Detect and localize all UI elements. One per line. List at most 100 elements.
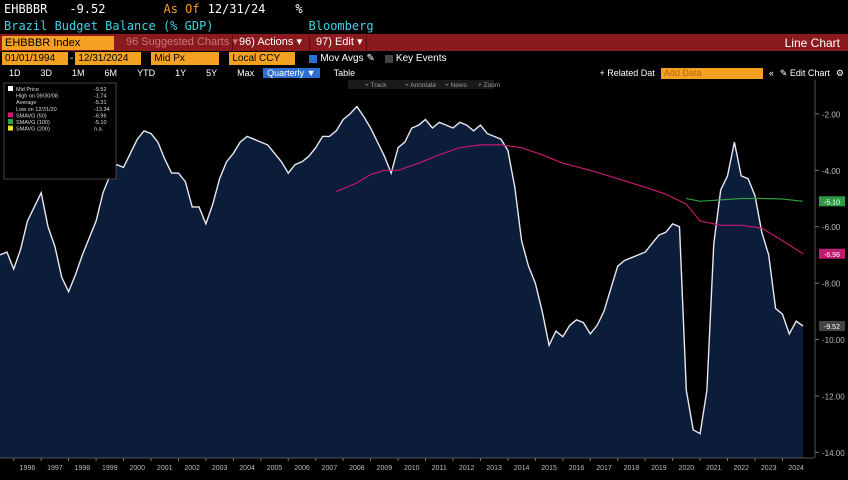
x-tick-label: 1998 [75,465,91,472]
x-tick-label: 1997 [47,465,63,472]
x-tick-label: 2014 [514,465,530,472]
x-tick-label: 2023 [761,465,777,472]
currency-select[interactable]: Local CCY [229,52,296,65]
timeframe-group: 1D 3D 1M 6M YTD 1Y 5Y Max [4,68,259,78]
chevron-down-icon: ▼ [306,68,316,78]
checkbox-unchecked-icon [384,54,393,63]
legend-value: -1.74 [94,94,107,100]
security-field[interactable]: EHBBBR Index [2,35,114,50]
pencil-icon: ✎ [779,67,788,78]
edit-button[interactable]: 97) Edit ▾ [310,35,367,50]
chart-tool-track: + Track [365,82,387,89]
legend-label: SMAVG (50) [16,113,47,119]
table-button[interactable]: Table [333,68,356,78]
legend-value: -13.34 [94,107,110,113]
x-tick-label: 2019 [651,465,667,472]
chevron-down-icon: ▾ [296,36,303,48]
mov-avgs-toggle[interactable]: Mov Avgs ✎ [309,53,375,64]
price-area-fill [0,106,804,458]
x-tick-label: 2007 [322,465,338,472]
y-tick-label: -12.00 [822,392,845,401]
x-tick-label: 2002 [184,465,200,472]
legend-label: Low on 12/31/20 [16,107,57,113]
y-tick-label: -2.00 [822,110,841,119]
last-value: -9.52 [69,1,106,16]
key-events-label: Key Events [395,53,447,64]
x-tick-label: 2015 [541,465,557,472]
legend-value: n.a. [94,127,104,133]
start-date-field[interactable]: 01/01/1994 [2,52,68,65]
unit-label: % [295,1,303,16]
header-row: EHBBBR -9.52 As Of 12/31/24 % [0,0,848,17]
timeframe-max[interactable]: Max [237,68,255,78]
x-tick-label: 2016 [569,465,585,472]
collapse-icon[interactable]: « [768,68,774,78]
chart-type-label: Line Chart [784,35,840,50]
x-tick-label: 2011 [432,465,447,472]
last-value-text: -6.96 [824,252,840,259]
source-label: Bloomberg [308,18,374,33]
sma50-line [336,144,804,255]
actions-label: 96) Actions [239,36,294,48]
x-tick-label: 2012 [459,465,475,472]
timeframe-3d[interactable]: 3D [40,68,53,78]
legend-value: -5.31 [94,100,107,106]
sma100-line [686,197,804,202]
legend-swatch [8,119,13,124]
x-tick-label: 2009 [377,465,393,472]
legend-swatch [8,125,13,131]
timeframe-1y[interactable]: 1Y [175,68,187,78]
chevron-down-icon: ▾ [356,36,363,48]
x-tick-label: 2021 [706,465,722,472]
timeframe-1m[interactable]: 1M [72,68,85,78]
suggested-charts-label: 96 Suggested Charts [126,36,230,48]
key-events-toggle[interactable]: Key Events [384,53,447,64]
x-tick-label: 2022 [733,465,749,472]
legend-swatch [8,112,13,118]
timeframe-6m[interactable]: 6M [104,68,118,78]
chevron-down-icon: ▾ [232,36,238,48]
x-tick-label: 2017 [596,465,612,472]
last-value-tag [819,248,845,259]
end-date-field[interactable]: 12/31/2024 [75,52,142,65]
legend-label: High on 09/30/08 [16,94,58,100]
timeframe-1d[interactable]: 1D [9,68,21,78]
y-tick-label: -10.00 [822,336,845,345]
pencil-icon: ✎ [366,53,375,64]
checkbox-checked-icon [309,54,318,63]
y-tick-label: -8.00 [822,280,841,289]
x-tick-label: 2013 [486,465,502,472]
as-of-label: As Of [163,1,200,16]
gear-icon[interactable]: ⚙ [835,67,844,78]
x-tick-label: 2001 [157,465,173,472]
x-tick-label: 2000 [129,465,145,472]
ticker: EHBBBR [4,1,48,16]
add-data-input[interactable]: Add Data [660,67,763,79]
field-select[interactable]: Mid Px [151,52,220,65]
timeframe-ytd[interactable]: YTD [137,68,156,78]
edit-label: 97) Edit [316,36,354,48]
chart-svg[interactable]: -2.00 -4.00 -6.00 -8.00 -10.00 -12.00 -14.00 19… [0,80,848,476]
last-value-text: -5.10 [824,199,840,206]
x-tick-label: 2024 [788,465,804,472]
legend-swatch [8,86,13,91]
x-tick-label: 1999 [102,465,118,472]
toolbar: EHBBBR Index 96 Suggested Charts ▾ 96) A… [0,34,848,51]
legend-label: Mid Price [16,87,39,93]
y-tick-label: -6.00 [822,223,841,232]
last-value-tag [819,320,845,331]
edit-chart-button[interactable]: ✎ Edit Chart [780,68,830,79]
x-tick-label: 2003 [212,465,228,472]
suggested-charts-button[interactable]: 96 Suggested Charts ▾ [120,35,238,50]
period-select[interactable]: Quarterly ▼ [263,68,320,78]
actions-button[interactable]: 96) Actions ▾ [233,35,310,50]
legend-box [3,82,117,180]
chart-area[interactable]: -2.00 -4.00 -6.00 -8.00 -10.00 -12.00 -14.00 19… [0,80,848,476]
legend-value: -9.52 [94,87,107,93]
timeframe-5y[interactable]: 5Y [206,68,218,78]
chart-tool-zoom: + Zoom [478,82,500,89]
last-value-text: -9.52 [824,324,840,331]
x-tick-label: 2006 [294,465,310,472]
related-data-button[interactable]: + Related Dat [599,68,655,78]
y-tick-label: -14.00 [822,449,845,458]
